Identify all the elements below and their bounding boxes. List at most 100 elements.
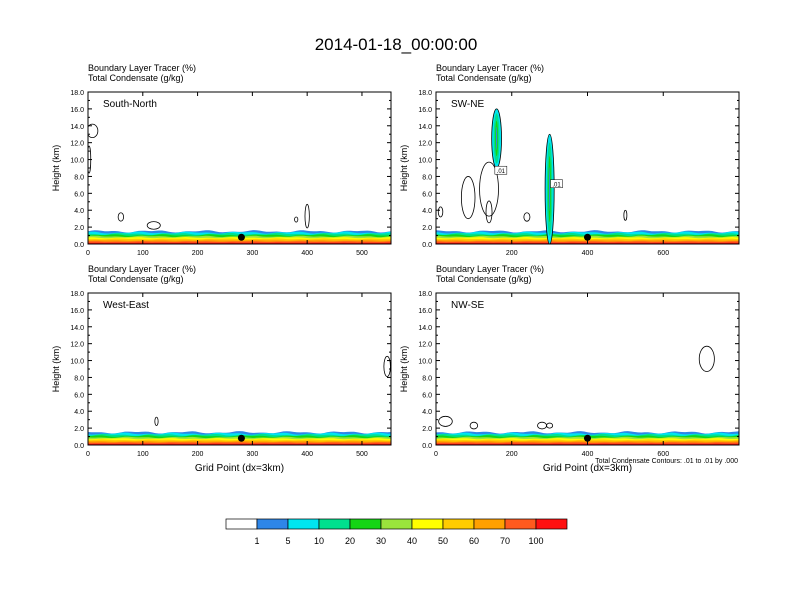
x-tick-label: 400 [582,250,594,257]
x-tick-label: 400 [582,451,594,458]
y-axis-label: Height (km) [399,145,409,192]
y-tick-label: 8.0 [422,375,432,382]
condensate-contour [698,345,715,372]
y-tick-label: 6.0 [422,392,432,399]
y-tick-label: 12.0 [70,342,84,349]
x-tick-label: 0 [434,451,438,458]
x-tick-label: 200 [506,250,518,257]
contour-label: .01 [552,183,561,189]
plot-frame [435,91,740,245]
condensate-contour [479,161,499,217]
location-marker [584,233,591,241]
y-tick-label: 10.0 [418,359,432,366]
x-tick-label: 500 [356,451,368,458]
colorbar-swatch [473,518,506,530]
colorbar: 1 5 10 20 30 40 50 60 70 100 [225,518,568,546]
x-tick-label: 400 [301,250,313,257]
condensate-contour [304,203,310,229]
x-tick-label: 300 [247,250,259,257]
colorbar-label: 40 [407,536,417,546]
panel-name: SW-NE [451,99,484,110]
colorbar-label: 1 [254,536,259,546]
x-tick-label: 0 [86,451,90,458]
y-tick-label: 10.0 [70,158,84,165]
colorbar-label: 10 [314,536,324,546]
y-tick-label: 4.0 [422,409,432,416]
x-tick-label: 300 [247,451,259,458]
plot-frame [435,292,740,446]
y-tick-label: 18.0 [418,90,432,97]
y-tick-label: 14.0 [418,124,432,131]
x-tick-label: 600 [657,250,669,257]
y-tick-label: 0.0 [74,242,84,249]
panel-subtitle-condensate: Total Condensate (g/kg) [88,73,184,83]
condensate-contour [623,209,628,221]
colorbar-label: 20 [345,536,355,546]
y-axis-label: Height (km) [51,346,61,393]
panel-sw-ne: Boundary Layer Tracer (%)Total Condensat… [399,63,740,257]
colorbar-swatch [535,518,568,530]
condensate-contour [383,355,391,378]
y-axis-label: Height (km) [399,346,409,393]
location-marker [584,434,591,442]
condensate-contour [546,422,554,429]
colorbar-swatch [504,518,537,530]
y-tick-label: 8.0 [74,174,84,181]
colorbar-swatch [318,518,351,530]
colorbar-label: 70 [500,536,510,546]
panel-subtitle-tracer: Boundary Layer Tracer (%) [436,63,544,73]
panels: Boundary Layer Tracer (%) Total Condensat… [51,63,740,474]
y-tick-label: 0.0 [74,443,84,450]
y-tick-label: 2.0 [74,426,84,433]
condensate-contour [437,206,444,218]
y-tick-label: 4.0 [74,409,84,416]
location-marker [237,233,245,241]
y-tick-label: 14.0 [70,325,84,332]
panel-subtitle-condensate: Total Condensate (g/kg) [436,274,532,284]
y-tick-label: 2.0 [74,225,84,232]
condensate-contour [438,415,453,427]
colorbar-swatch [349,518,382,530]
condensate-contour [544,133,555,244]
y-tick-label: 12.0 [418,342,432,349]
condensate-contour [154,416,159,426]
contour-footnote: Total Condensate Contours: .01 to .01 by… [595,458,738,465]
y-tick-label: 2.0 [422,426,432,433]
colorbar-label: 100 [528,536,543,546]
condensate-contour [460,176,476,220]
plot-area [88,355,391,445]
plot-frame [87,292,392,446]
colorbar-swatch [442,518,475,530]
y-tick-label: 16.0 [70,308,84,315]
contour-label-box [550,179,563,188]
x-tick-label: 0 [86,250,90,257]
condensate-contour [485,200,493,224]
panel-subtitle-condensate: Total Condensate (g/kg) [88,274,184,284]
x-tick-label: 600 [657,451,669,458]
condensate-contour [88,123,99,138]
colorbar-swatch [225,518,258,530]
x-tick-label: 100 [137,451,149,458]
x-tick-label: 200 [192,451,204,458]
condensate-core-center [549,167,551,212]
condensate-contour [537,421,547,430]
y-tick-label: 18.0 [418,291,432,298]
y-tick-label: 8.0 [74,375,84,382]
plot-area [436,345,739,445]
condensate-core-center [496,126,498,151]
y-tick-label: 6.0 [74,392,84,399]
panel-name: South-North [103,99,157,110]
colorbar-label: 60 [469,536,479,546]
colorbar-swatch [287,518,320,530]
condensate-contour [294,216,299,223]
x-tick-label: 400 [301,451,313,458]
colorbar-label: 50 [438,536,448,546]
y-tick-label: 14.0 [70,124,84,131]
panel-name: NW-SE [451,300,484,311]
colorbar-label: 30 [376,536,386,546]
y-tick-label: 0.0 [422,242,432,249]
panel-west-east: Boundary Layer Tracer (%)Total Condensat… [51,264,392,474]
y-tick-label: 16.0 [418,308,432,315]
y-tick-label: 12.0 [418,141,432,148]
